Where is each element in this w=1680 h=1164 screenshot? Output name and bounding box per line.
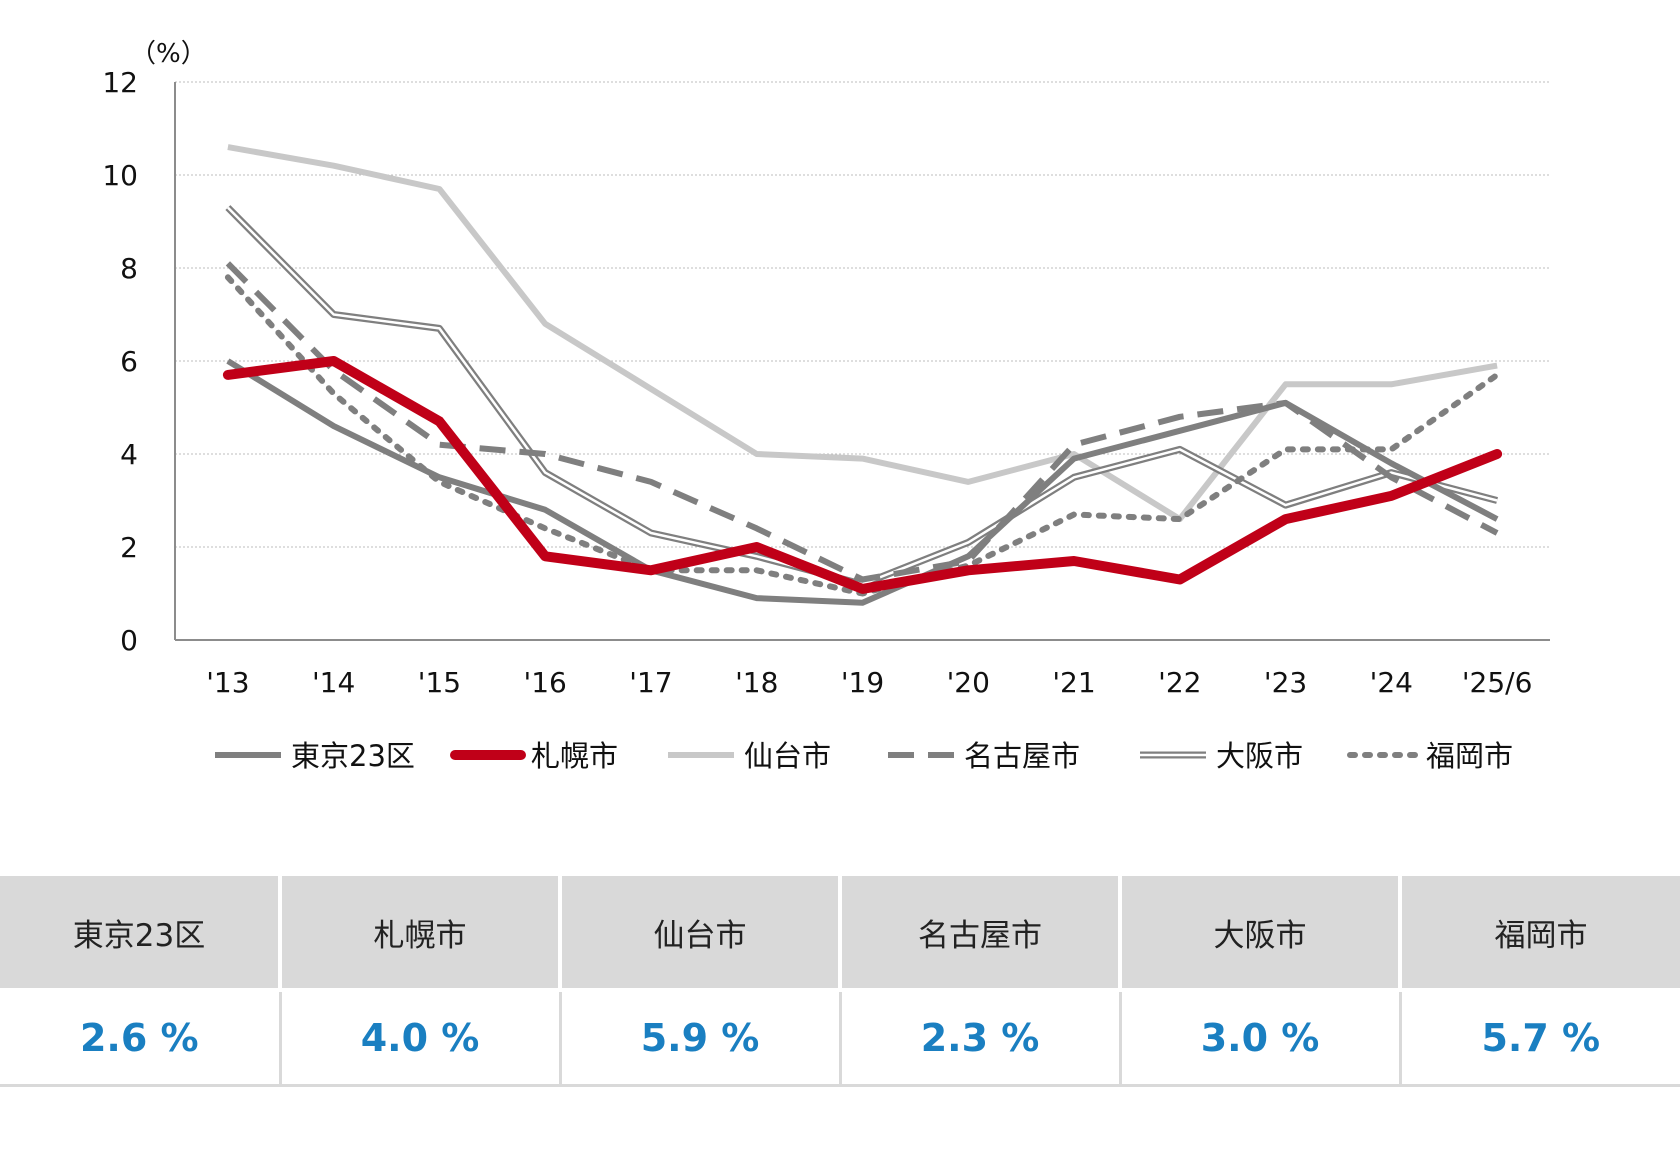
series-line-0	[226, 358, 1499, 606]
summary-value-cell: 2.3 %	[840, 990, 1122, 1087]
summary-value-cell: 5.9 %	[560, 990, 842, 1087]
summary-header-row: 東京23区 札幌市 仙台市 名古屋市 大阪市 福岡市	[0, 876, 1680, 992]
summary-header-cell: 福岡市	[1400, 876, 1680, 992]
summary-value-cell: 2.6 %	[0, 990, 282, 1087]
series-line-4-outer	[225, 205, 1498, 588]
y-tick-label: 0	[120, 624, 138, 657]
y-unit-label: （%）	[130, 39, 207, 69]
summary-table: 東京23区 札幌市 仙台市 名古屋市 大阪市 福岡市 2.6 % 4.0 % 5…	[0, 876, 1680, 1087]
y-tick-label: 10	[102, 159, 138, 192]
legend-label: 大阪市	[1216, 739, 1303, 773]
series-lines	[222, 144, 1503, 606]
legend-label: 東京23区	[291, 739, 415, 773]
legend: 東京23区 札幌市 仙台市 名古屋市 大阪市 福岡市	[215, 739, 1513, 773]
x-tick-label: '15	[418, 666, 461, 699]
x-tick-label: '20	[947, 666, 990, 699]
series-line-4	[225, 205, 1498, 588]
x-tick-labels: '13 '14 '15 '16 '17 '18 '19 '20 '21 '22 '23 '24 '25/…	[206, 666, 1532, 699]
x-tick-label: '24	[1370, 666, 1413, 699]
axes	[174, 82, 1550, 641]
x-tick-label: '21	[1052, 666, 1095, 699]
series-line-4-inner	[227, 206, 1498, 586]
x-tick-label: '22	[1158, 666, 1201, 699]
y-tick-labels: 0 2 4 6 8 10 12	[102, 66, 138, 657]
summary-value-cell: 3.0 %	[1120, 990, 1402, 1087]
summary-value-row: 2.6 % 4.0 % 5.9 % 2.3 % 3.0 % 5.7 %	[0, 990, 1680, 1087]
gridlines	[175, 81, 1550, 548]
summary-header-cell: 名古屋市	[840, 876, 1122, 992]
summary-value-cell: 4.0 %	[280, 990, 562, 1087]
summary-header-cell: 札幌市	[280, 876, 562, 992]
x-tick-label: '18	[735, 666, 778, 699]
legend-label: 名古屋市	[964, 739, 1080, 773]
x-tick-label: '19	[841, 666, 884, 699]
legend-label: 札幌市	[531, 739, 618, 773]
x-tick-label: '25/6	[1462, 666, 1533, 699]
y-tick-label: 8	[120, 252, 138, 285]
summary-value-cell: 5.7 %	[1400, 990, 1680, 1087]
series-line-1	[222, 356, 1503, 594]
legend-label: 仙台市	[744, 739, 831, 773]
x-tick-label: '13	[206, 666, 249, 699]
legend-label: 福岡市	[1426, 739, 1513, 773]
x-tick-label: '17	[629, 666, 672, 699]
series-line-2	[227, 144, 1498, 523]
y-tick-label: 12	[102, 66, 138, 99]
series-line-3	[225, 261, 1499, 583]
line-chart: （%） 0 2 4 6 8 10 12 '13 '14 '15 '16 '17 '18 '19 '20 '2…	[102, 39, 1550, 773]
summary-header-cell: 東京23区	[0, 876, 282, 992]
x-tick-label: '23	[1264, 666, 1307, 699]
summary-header-cell: 大阪市	[1120, 876, 1402, 992]
y-tick-label: 4	[120, 438, 138, 471]
y-tick-label: 6	[120, 345, 138, 378]
y-tick-label: 2	[120, 531, 138, 564]
x-tick-label: '14	[312, 666, 355, 699]
x-tick-label: '16	[524, 666, 567, 699]
summary-header-cell: 仙台市	[560, 876, 842, 992]
